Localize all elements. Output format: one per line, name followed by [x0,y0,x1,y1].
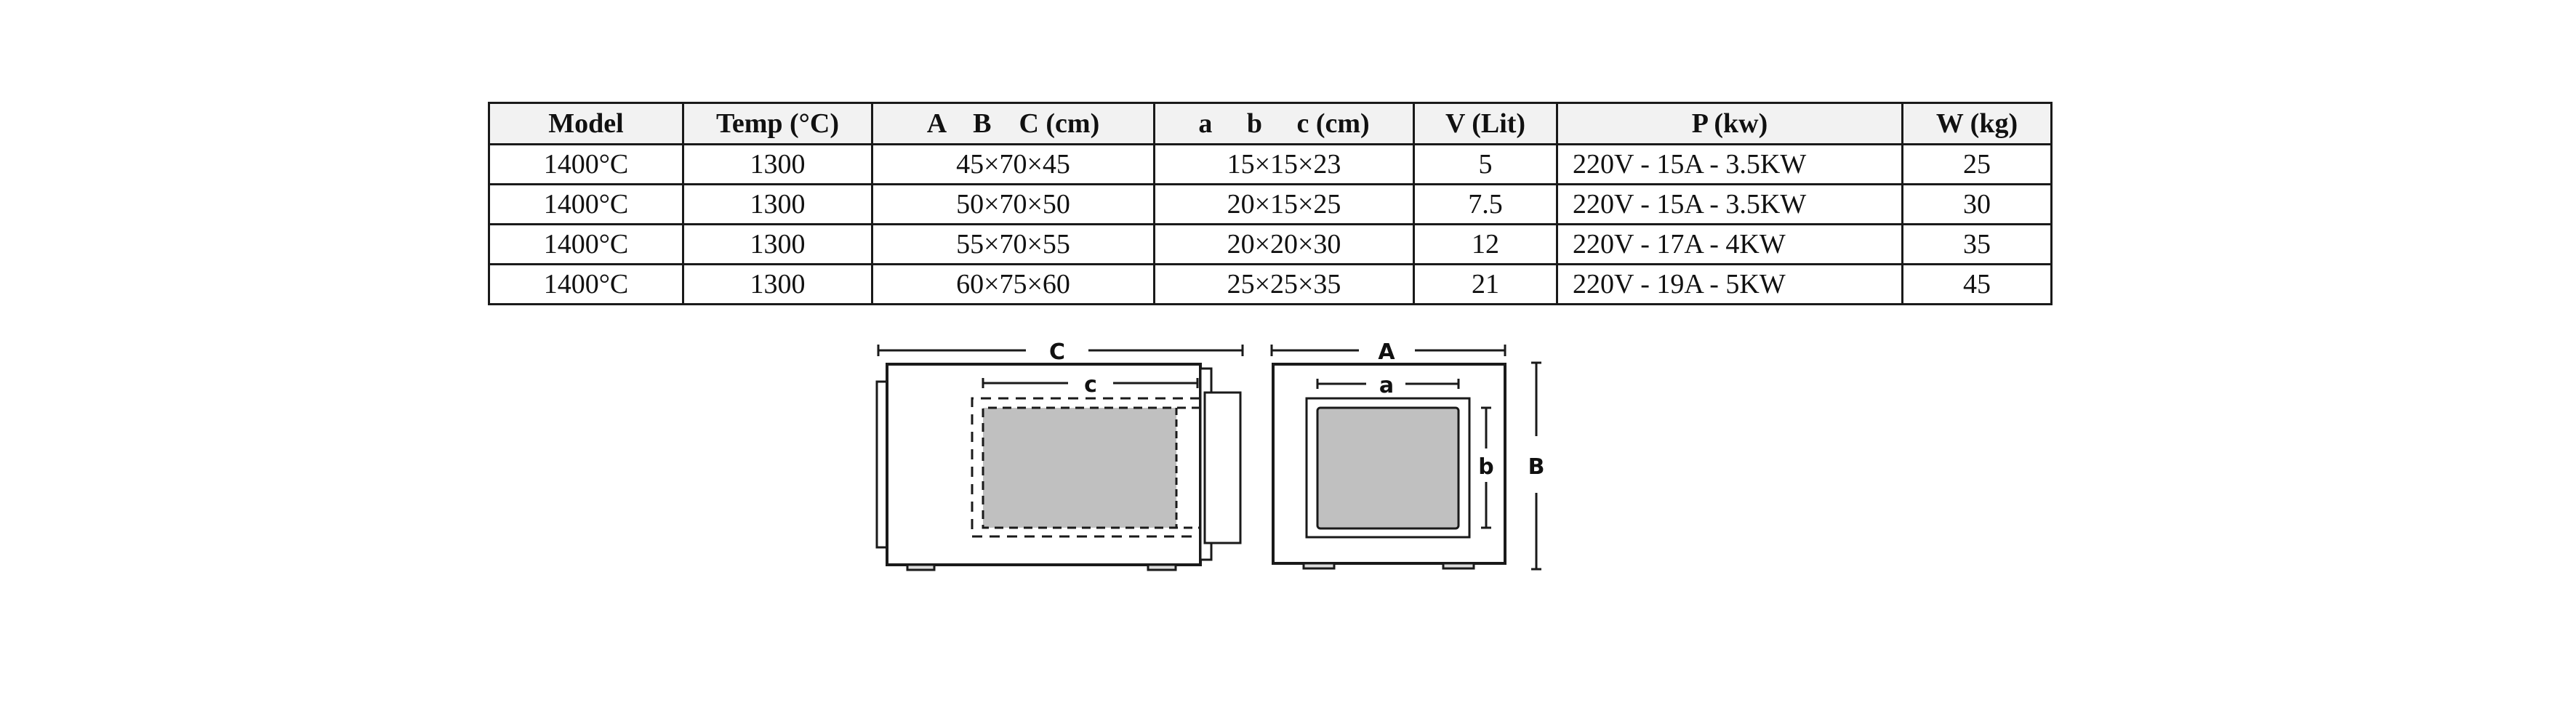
specification-table: Model Temp (°C) A B C (cm) a b c (cm) V … [488,102,2053,305]
cell-outer-dims: 60×75×60 [871,263,1155,305]
inner-width-dimension: a [1316,373,1460,398]
outer-depth-dimension: C [877,339,1244,365]
outer-width-label: A [1378,339,1395,365]
chamber-outline [982,406,1200,529]
inner-depth-label: c [1084,372,1097,398]
table-row: 1400°C 1300 45×70×45 15×15×23 5 220V - 1… [488,143,2053,185]
cell-volume: 21 [1413,263,1558,305]
header-inner-dims: a b c (cm) [1153,102,1415,145]
table-row: 1400°C 1300 55×70×55 20×20×30 12 220V - … [488,223,2053,265]
table-row: 1400°C 1300 50×70×50 20×15×25 7.5 220V -… [488,183,2053,225]
header-volume: V (Lit) [1413,102,1558,145]
rear-flange [875,380,888,549]
cell-weight: 30 [1901,183,2053,225]
side-view: C c [875,339,1244,571]
cell-volume: 5 [1413,143,1558,185]
cell-volume: 7.5 [1413,183,1558,225]
header-model: Model [488,102,684,145]
header-power: P (kw) [1556,102,1903,145]
foot [1442,562,1475,570]
foot [1147,563,1177,571]
cell-inner-dims: 25×25×35 [1153,263,1415,305]
cell-weight: 35 [1901,223,2053,265]
cell-volume: 12 [1413,223,1558,265]
cell-power: 220V - 15A - 3.5KW [1556,143,1903,185]
cell-inner-dims: 15×15×23 [1153,143,1415,185]
cell-temp: 1300 [682,183,873,225]
cell-weight: 45 [1901,263,2053,305]
cell-inner-dims: 20×20×30 [1153,223,1415,265]
header-outer-dims: A B C (cm) [871,102,1155,145]
chamber-side [983,408,1176,528]
header-row: Model Temp (°C) A B C (cm) a b c (cm) V … [488,102,2053,145]
outer-width-dimension: A [1270,339,1506,365]
outer-height-label: B [1528,454,1545,480]
chamber-front [1316,406,1460,530]
table-row: 1400°C 1300 60×75×60 25×25×35 21 220V - … [488,263,2053,305]
cell-temp: 1300 [682,143,873,185]
cell-outer-dims: 55×70×55 [871,223,1155,265]
foot [1302,562,1336,570]
cell-model: 1400°C [488,183,684,225]
cell-outer-dims: 50×70×50 [871,183,1155,225]
cell-model: 1400°C [488,223,684,265]
cell-weight: 25 [1901,143,2053,185]
outer-height-dimension: B [1528,361,1545,571]
door [1203,391,1242,544]
header-temp: Temp (°C) [682,102,873,145]
cell-power: 220V - 15A - 3.5KW [1556,183,1903,225]
inner-width-label: a [1379,373,1394,398]
cell-temp: 1300 [682,223,873,265]
insulation-outline [971,397,1200,538]
outer-depth-label: C [1049,339,1065,365]
cell-inner-dims: 20×15×25 [1153,183,1415,225]
inner-height-label: b [1478,454,1493,480]
cell-temp: 1300 [682,263,873,305]
inner-height-dimension: b [1478,406,1494,529]
cell-model: 1400°C [488,143,684,185]
header-weight: W (kg) [1901,102,2053,145]
inner-depth-dimension: c [982,372,1199,398]
cell-power: 220V - 19A - 5KW [1556,263,1903,305]
cell-outer-dims: 45×70×45 [871,143,1155,185]
front-view: A a b B [1270,339,1545,571]
cell-power: 220V - 17A - 4KW [1556,223,1903,265]
foot [906,563,936,571]
cell-model: 1400°C [488,263,684,305]
